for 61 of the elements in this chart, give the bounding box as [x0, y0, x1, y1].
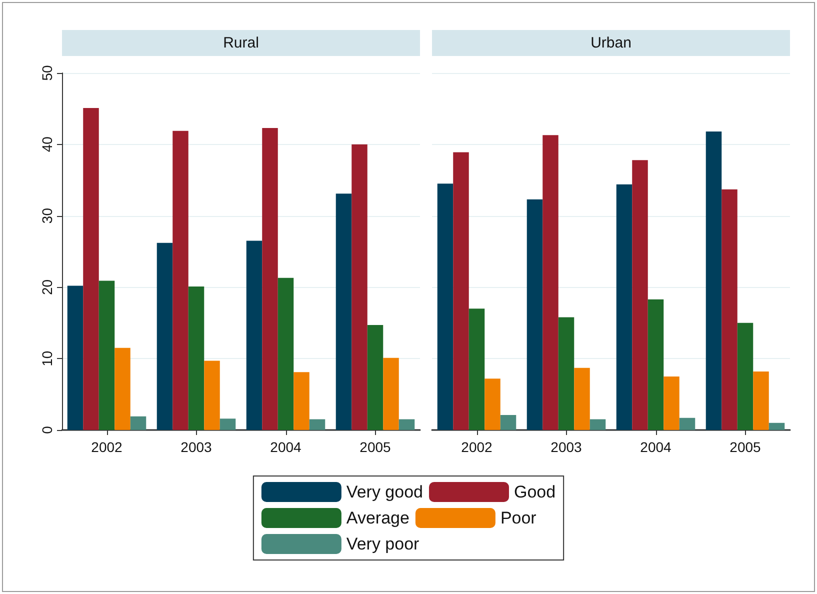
bar	[679, 418, 696, 430]
y-tick-label: 10	[39, 350, 55, 366]
bar	[590, 419, 606, 430]
legend-label: Very poor	[346, 534, 420, 554]
bar	[453, 152, 469, 430]
bar	[336, 194, 352, 430]
chart-title: Rural	[223, 34, 259, 52]
bar	[83, 108, 99, 430]
x-tick-label: 2003	[180, 439, 212, 455]
x-tick-label: 2004	[640, 439, 672, 455]
bar	[309, 419, 326, 430]
x-tick-label: 2005	[730, 439, 762, 455]
x-tick-label: 2002	[461, 439, 493, 455]
bar	[526, 199, 543, 430]
bar	[294, 372, 310, 430]
bar	[383, 358, 399, 430]
bar	[616, 184, 632, 430]
bar	[367, 325, 384, 430]
x-tick-label: 2005	[360, 439, 392, 455]
bar	[768, 422, 785, 430]
bar	[278, 278, 294, 430]
bar	[542, 135, 558, 430]
bar	[664, 376, 680, 430]
legend-label: Poor	[500, 508, 537, 528]
y-tick-label: 50	[39, 65, 55, 81]
y-tick-label: 0	[39, 426, 55, 434]
legend-label: Average	[346, 508, 410, 528]
legend-label: Very good	[346, 482, 423, 502]
bar	[574, 368, 590, 430]
bar	[352, 144, 368, 430]
legend-label: Good	[514, 482, 556, 502]
bar	[156, 242, 173, 430]
bar	[484, 378, 500, 430]
bar	[468, 308, 485, 430]
bar	[67, 286, 84, 430]
bar	[437, 184, 454, 430]
bar	[706, 132, 722, 430]
y-tick-label: 20	[39, 279, 55, 295]
x-tick-label: 2002	[91, 439, 123, 455]
bar	[114, 348, 130, 430]
bar	[753, 371, 769, 430]
bar	[172, 130, 188, 430]
bar	[737, 322, 754, 430]
bar	[648, 299, 664, 430]
bar	[130, 416, 146, 430]
bar	[398, 419, 415, 430]
bar	[246, 240, 262, 430]
bar	[220, 418, 236, 430]
bar	[722, 189, 738, 430]
bar	[500, 415, 516, 430]
bar	[632, 160, 648, 430]
bar	[188, 286, 204, 430]
bar	[204, 360, 220, 430]
bar	[98, 280, 115, 430]
bar	[262, 128, 278, 430]
x-tick-label: 2003	[550, 439, 582, 455]
bar	[558, 317, 574, 430]
chart-title: Urban	[590, 34, 632, 52]
y-tick-label: 40	[39, 136, 55, 152]
y-tick-label: 30	[39, 208, 55, 224]
x-tick-label: 2004	[270, 439, 302, 455]
